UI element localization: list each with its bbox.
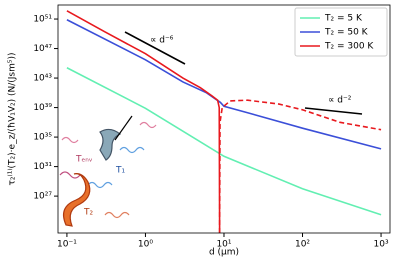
particle-2 [63, 173, 91, 227]
particle-1 [99, 128, 122, 161]
slope-guide [124, 31, 186, 65]
wave [61, 136, 79, 144]
legend-label: T₂ = 50 K [324, 28, 369, 38]
plot: 10⁻¹ 10⁰ 10¹ 10² 10³ 10²⁷ 10³¹ 10³⁵ 10³⁹ 10⁴³ 10⁴⁷… [33, 7, 389, 250]
wave [59, 171, 81, 179]
x-axis-label: d (μm) [209, 248, 239, 258]
y-tick-label: 10⁴⁷ [33, 44, 52, 54]
wave [119, 146, 145, 154]
axes-frame [57, 4, 391, 234]
x-tick-label: 10³ [374, 240, 389, 250]
legend-label: T₂ = 300 K [324, 42, 374, 52]
legend-box [294, 7, 388, 57]
y-tick-label: 10²⁷ [33, 192, 52, 202]
series-line [66, 67, 382, 216]
series-line [66, 10, 221, 234]
annotation: ∝ d⁻⁶ [150, 36, 174, 46]
wave [87, 181, 113, 189]
wave [139, 121, 157, 129]
series-line [218, 99, 382, 234]
annotation: T₁ [115, 166, 125, 176]
legend-label: T₂ = 5 K [324, 14, 363, 24]
y-tick-label: 10³¹ [33, 162, 52, 172]
annotation: T₂ [83, 208, 93, 218]
x-tick-label: 10⁻¹ [57, 240, 77, 250]
wave [104, 211, 130, 219]
x-tick-label: 10² [295, 240, 310, 250]
y-axis-label: τ₂⁽¹⁾(T₂)·e_z/(ħV₁V₂) (N/(Jsm⁵)) [8, 52, 18, 185]
annotation: ∝ d⁻² [328, 96, 352, 106]
series-line [66, 19, 382, 150]
arrow [114, 115, 133, 141]
x-tick-label: 10¹ [216, 240, 231, 250]
annotation: Tₑₙᵥ [75, 155, 93, 165]
x-tick-label: 10⁰ [138, 240, 153, 250]
y-tick-label: 10³⁹ [33, 103, 52, 113]
illustration [59, 115, 157, 227]
y-tick-label: 10⁵¹ [33, 15, 52, 25]
y-tick-label: 10⁴³ [33, 74, 52, 84]
y-tick-label: 10³⁵ [33, 133, 52, 143]
slope-guide [304, 107, 363, 115]
